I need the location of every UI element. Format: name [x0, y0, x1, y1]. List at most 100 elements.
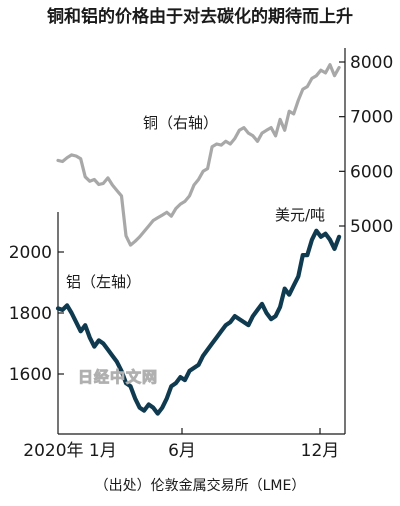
aluminum-data-point — [329, 238, 331, 241]
copper-data-point — [66, 156, 68, 159]
copper-data-point — [188, 195, 191, 197]
copper-data-point — [211, 145, 214, 148]
aluminum-data-point — [66, 304, 68, 307]
aluminum-data-point — [107, 348, 109, 351]
aluminum-data-point — [220, 330, 223, 333]
aluminum-data-point — [57, 307, 59, 310]
aluminum-data-point — [206, 348, 209, 351]
copper-data-point — [134, 240, 137, 243]
aluminum-data-point — [301, 254, 304, 256]
copper-data-point — [261, 132, 263, 135]
right-tick-label: 5000 — [350, 217, 393, 237]
copper-data-point — [288, 110, 291, 113]
copper-data-point — [61, 160, 64, 163]
copper-data-point — [57, 159, 59, 162]
left-axis-ticks: 1600 1800 2000 — [9, 243, 64, 385]
copper-data-point — [193, 184, 195, 186]
aluminum-data-point — [165, 397, 168, 400]
unit-label: 美元/吨 — [275, 206, 325, 224]
copper-data-point — [152, 219, 155, 222]
aluminum-data-point — [161, 406, 164, 409]
chart-title: 铜和铝的价格由于对去碳化的期待而上升 — [47, 6, 353, 27]
aluminum-data-point — [125, 382, 127, 384]
series-layer — [55, 63, 342, 416]
aluminum-data-point — [156, 412, 159, 415]
aluminum-data-point — [233, 315, 236, 317]
aluminum-data-point — [111, 354, 114, 357]
aluminum-data-point — [102, 342, 105, 345]
aluminum-data-point — [138, 406, 141, 409]
aluminum-data-point — [306, 254, 309, 256]
aluminum-data-point — [243, 321, 245, 323]
watermark-logo: 日经中文网 — [78, 368, 158, 386]
aluminum-data-point — [215, 336, 218, 339]
copper-data-point — [315, 74, 318, 77]
copper-data-point — [311, 77, 313, 80]
aluminum-data-point — [84, 324, 87, 327]
copper-data-point — [165, 211, 168, 214]
copper-data-point — [97, 183, 100, 186]
aluminum-data-point — [324, 232, 327, 235]
aluminum-data-point — [229, 321, 232, 323]
aluminum-data-point — [75, 321, 77, 323]
copper-data-point — [116, 189, 118, 192]
copper-data-point — [292, 113, 295, 115]
copper-data-point — [202, 170, 205, 173]
aluminum-data-point — [61, 309, 64, 311]
copper-data-point — [229, 143, 232, 145]
copper-series-label: 铜（右轴） — [143, 114, 218, 132]
x-tick-label: 12月 — [301, 441, 340, 461]
right-tick-label: 8000 — [350, 53, 393, 73]
copper-data-point — [265, 129, 268, 132]
aluminum-data-point — [202, 354, 205, 357]
aluminum-data-point — [279, 306, 281, 308]
copper-data-point — [156, 216, 159, 219]
left-tick-label: 2000 — [9, 243, 52, 263]
aluminum-data-point — [193, 367, 195, 369]
copper-data-point — [338, 66, 340, 69]
aluminum-data-point — [288, 293, 291, 296]
aluminum-data-point — [211, 342, 214, 345]
aluminum-data-point — [184, 379, 186, 381]
source-note: （出处）伦敦金属交易所（LME） — [95, 477, 306, 494]
copper-data-point — [324, 72, 327, 74]
copper-data-point — [125, 234, 127, 237]
aluminum-data-point — [247, 324, 250, 327]
right-tick-label: 7000 — [350, 108, 393, 128]
aluminum-data-point — [274, 315, 277, 317]
aluminum-data-point — [297, 275, 300, 278]
aluminum-data-point — [197, 364, 200, 366]
copper-data-point — [161, 214, 164, 217]
right-tick-label: 6000 — [350, 162, 393, 182]
copper-data-point — [88, 180, 91, 183]
copper-data-point — [220, 144, 223, 147]
x-axis-ticks: 2020年 1月 6月 12月 — [23, 428, 339, 461]
aluminum-data-point — [170, 385, 173, 388]
copper-data-point — [93, 178, 96, 181]
copper-data-point — [102, 182, 105, 185]
aluminum-data-point — [152, 406, 155, 409]
aluminum-series-line — [55, 228, 342, 416]
copper-data-point — [238, 129, 241, 132]
copper-data-point — [179, 203, 182, 206]
copper-data-point — [247, 132, 250, 135]
copper-data-point — [197, 178, 200, 181]
right-axis-ticks: 5000 6000 7000 8000 — [339, 53, 393, 237]
aluminum-data-point — [93, 345, 96, 348]
copper-data-point — [256, 140, 259, 143]
aluminum-data-point — [179, 376, 182, 378]
copper-data-point — [301, 88, 304, 91]
copper-data-point — [170, 215, 173, 218]
x-tick-label: 6月 — [168, 441, 196, 461]
copper-data-point — [79, 157, 82, 160]
copper-data-point — [329, 63, 331, 66]
copper-data-point — [306, 85, 309, 88]
left-tick-label: 1800 — [9, 304, 52, 324]
copper-data-point — [206, 167, 209, 170]
aluminum-data-point — [238, 318, 241, 320]
copper-data-point — [138, 236, 141, 238]
copper-data-point — [111, 184, 114, 186]
left-tick-label: 1600 — [9, 365, 52, 385]
aluminum-data-point — [292, 284, 295, 287]
